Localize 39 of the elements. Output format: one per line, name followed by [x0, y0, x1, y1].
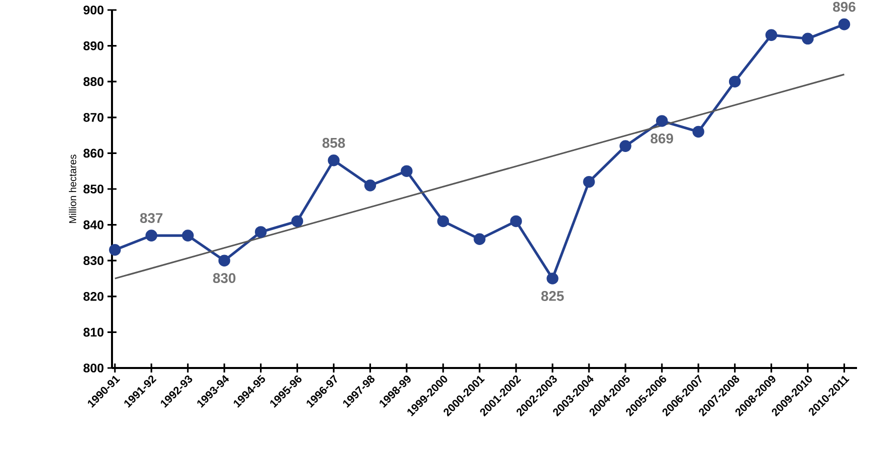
data-label: 825: [541, 291, 564, 301]
point: [145, 230, 158, 242]
data-label: 837: [140, 213, 162, 224]
data-label: 869: [650, 134, 674, 144]
y-tick-label: 900: [84, 6, 104, 14]
point: [802, 32, 814, 45]
point: [728, 76, 741, 88]
point: [218, 254, 230, 267]
y-tick-label: 870: [84, 112, 104, 122]
y-tick-label: 860: [84, 148, 104, 158]
data-label: 858: [322, 138, 345, 148]
point: [546, 272, 558, 284]
point: [620, 140, 632, 152]
point: [364, 180, 376, 192]
point: [328, 154, 340, 166]
y-axis-title: Million hectares: [68, 154, 76, 223]
y-tick-label: 840: [84, 220, 104, 230]
point: [838, 18, 850, 30]
y-tick-label: 850: [84, 184, 104, 194]
point: [656, 115, 668, 127]
point: [583, 176, 595, 188]
point: [291, 215, 304, 228]
data-label: 896: [833, 2, 856, 12]
point: [254, 226, 267, 238]
y-tick-label: 810: [84, 328, 104, 337]
y-tick-label: 880: [84, 77, 104, 86]
point: [765, 29, 778, 41]
y-tick-label: 820: [84, 292, 104, 301]
point: [109, 244, 121, 256]
point: [510, 215, 522, 228]
point: [400, 165, 413, 177]
point: [474, 233, 486, 246]
y-tick-label: 890: [84, 41, 104, 50]
point: [437, 215, 450, 228]
point: [182, 230, 194, 242]
y-tick-label: 830: [84, 256, 104, 266]
point: [692, 126, 704, 138]
y-tick-label: 800: [84, 364, 104, 372]
data-label: 830: [213, 273, 236, 284]
